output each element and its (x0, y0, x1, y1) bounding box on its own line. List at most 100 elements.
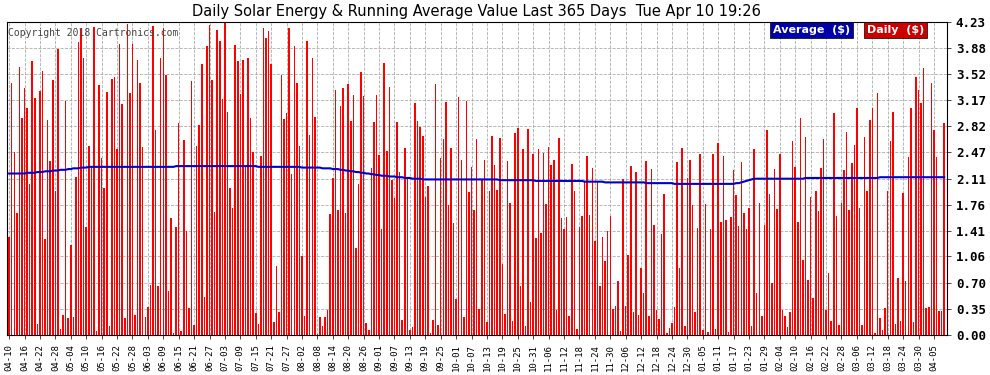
Bar (723, 156, 724, 335)
Bar (90, 167, 92, 335)
Bar (109, 326, 110, 335)
Bar (137, 60, 139, 335)
Bar (129, 93, 131, 335)
Bar (918, 90, 920, 335)
Bar (217, 30, 218, 335)
Bar (921, 103, 922, 335)
Bar (222, 99, 223, 335)
Bar (668, 328, 670, 335)
Bar (173, 333, 174, 335)
Bar (70, 245, 71, 335)
Bar (856, 108, 857, 335)
Bar (98, 86, 100, 335)
Bar (381, 229, 382, 335)
Bar (571, 164, 572, 335)
Bar (594, 241, 596, 335)
Bar (252, 152, 254, 335)
Bar (586, 156, 588, 335)
Bar (401, 320, 403, 335)
Bar (900, 321, 901, 335)
Bar (818, 211, 819, 335)
Bar (525, 327, 527, 335)
Bar (34, 98, 36, 335)
Bar (93, 27, 95, 335)
Bar (589, 216, 590, 335)
Bar (283, 119, 285, 335)
Bar (745, 229, 747, 335)
Bar (350, 121, 351, 335)
Bar (160, 58, 161, 335)
Bar (782, 310, 783, 335)
Bar (581, 216, 583, 335)
Bar (481, 180, 482, 335)
Bar (296, 83, 298, 335)
Bar (365, 323, 367, 335)
Bar (52, 80, 53, 335)
Bar (425, 197, 426, 335)
Bar (620, 331, 622, 335)
Bar (658, 320, 660, 335)
Bar (792, 141, 793, 335)
Bar (800, 118, 801, 335)
Bar (815, 191, 817, 335)
Bar (943, 123, 945, 335)
Bar (507, 160, 508, 335)
Bar (522, 149, 524, 335)
Bar (83, 58, 84, 335)
Bar (214, 212, 216, 335)
Bar (715, 329, 717, 335)
Bar (584, 181, 585, 335)
Bar (805, 137, 806, 335)
Bar (820, 168, 822, 335)
Bar (178, 123, 179, 335)
Bar (37, 324, 39, 335)
Bar (504, 314, 506, 335)
Bar (555, 310, 557, 335)
Bar (720, 222, 722, 335)
Bar (871, 108, 873, 335)
Bar (370, 168, 372, 335)
Bar (232, 207, 234, 335)
Bar (414, 103, 416, 335)
Bar (388, 87, 390, 335)
Bar (748, 208, 749, 335)
Bar (355, 248, 356, 335)
Bar (455, 298, 457, 335)
Bar (718, 143, 719, 335)
Bar (810, 197, 812, 335)
Bar (890, 141, 891, 335)
Bar (692, 206, 693, 335)
Bar (14, 152, 15, 335)
Bar (463, 317, 464, 335)
Bar (653, 225, 654, 335)
Bar (910, 108, 912, 335)
Bar (887, 190, 888, 335)
Bar (338, 210, 339, 335)
Bar (188, 308, 190, 335)
Bar (853, 145, 855, 335)
Bar (913, 322, 914, 335)
Bar (50, 161, 51, 335)
Bar (535, 238, 537, 335)
Bar (412, 327, 413, 335)
Bar (317, 334, 318, 335)
Bar (599, 286, 601, 335)
Bar (813, 298, 814, 335)
Bar (661, 234, 662, 335)
Bar (545, 204, 546, 335)
Bar (633, 312, 635, 335)
Bar (684, 326, 685, 335)
Bar (828, 273, 830, 335)
Bar (332, 178, 334, 335)
Bar (833, 112, 835, 335)
Bar (750, 326, 752, 335)
Bar (399, 172, 400, 335)
Bar (515, 134, 516, 335)
Bar (281, 75, 282, 335)
Bar (260, 156, 261, 335)
Bar (278, 312, 279, 335)
Bar (710, 229, 711, 335)
Bar (345, 213, 346, 335)
Bar (299, 146, 300, 335)
Bar (728, 332, 730, 335)
